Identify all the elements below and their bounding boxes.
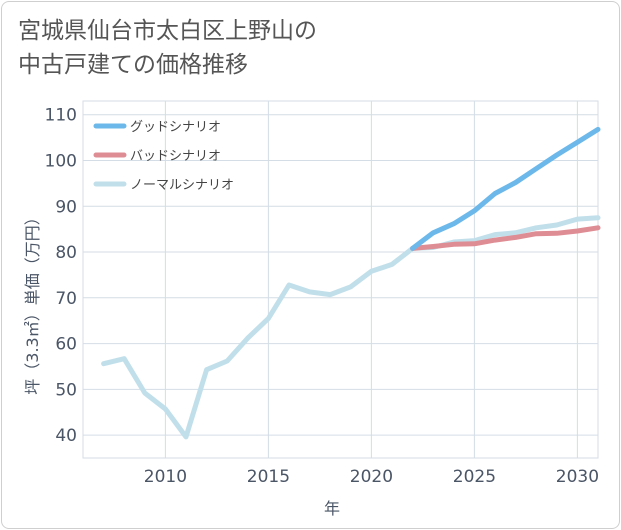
tick-labels: 40 50 60 70 80 90 100 110 2010 2015 2020 2025 2030	[45, 106, 599, 487]
series-line-1	[410, 225, 601, 251]
y-tick-label: 100	[45, 152, 77, 172]
chart-title-line-2: 中古戸建ての価格推移	[18, 52, 248, 78]
plot-area	[82, 100, 599, 459]
y-tick-label: 40	[55, 426, 77, 446]
chart-title: 宮城県仙台市太白区上野山の 中古戸建ての価格推移	[18, 14, 317, 82]
grid	[82, 100, 599, 459]
x-tick-label: 2015	[247, 467, 290, 487]
y-axis-label: 坪（3.3㎡）単価（万円）	[23, 209, 42, 394]
series-line-0	[410, 126, 601, 251]
y-tick-label: 80	[55, 243, 77, 263]
x-tick-label: 2030	[556, 467, 599, 487]
x-axis-label: 年	[324, 499, 340, 518]
x-tick-label: 2010	[144, 467, 187, 487]
y-tick-label: 70	[55, 289, 77, 309]
y-tick-label: 50	[55, 380, 77, 400]
y-tick-label: 90	[55, 197, 77, 217]
legend-label: バッドシナリオ	[130, 149, 221, 164]
legend-label: グッドシナリオ	[130, 120, 221, 135]
series-line-2	[101, 215, 601, 440]
y-tick-label: 110	[45, 106, 77, 126]
legend-label: ノーマルシナリオ	[130, 178, 234, 193]
series-lines	[101, 126, 601, 440]
x-tick-label: 2020	[350, 467, 393, 487]
chart-title-line-1: 宮城県仙台市太白区上野山の	[18, 18, 317, 44]
x-tick-label: 2025	[453, 467, 496, 487]
y-tick-label: 60	[55, 335, 77, 355]
